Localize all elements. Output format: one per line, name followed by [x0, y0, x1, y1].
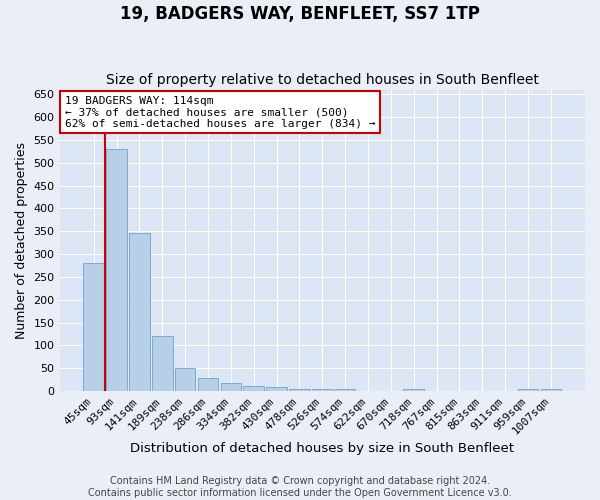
- Bar: [312, 389, 332, 391]
- Bar: [541, 389, 561, 391]
- Text: 19, BADGERS WAY, BENFLEET, SS7 1TP: 19, BADGERS WAY, BENFLEET, SS7 1TP: [120, 5, 480, 23]
- Title: Size of property relative to detached houses in South Benfleet: Size of property relative to detached ho…: [106, 73, 539, 87]
- Bar: [83, 263, 104, 391]
- Bar: [198, 378, 218, 391]
- Bar: [175, 368, 196, 391]
- Text: 19 BADGERS WAY: 114sqm
← 37% of detached houses are smaller (500)
62% of semi-de: 19 BADGERS WAY: 114sqm ← 37% of detached…: [65, 96, 375, 129]
- Y-axis label: Number of detached properties: Number of detached properties: [15, 142, 28, 339]
- Bar: [403, 389, 424, 391]
- Bar: [244, 386, 264, 391]
- Bar: [129, 234, 150, 391]
- Bar: [266, 386, 287, 391]
- Bar: [518, 389, 538, 391]
- Text: Contains HM Land Registry data © Crown copyright and database right 2024.
Contai: Contains HM Land Registry data © Crown c…: [88, 476, 512, 498]
- Bar: [106, 149, 127, 391]
- Bar: [221, 383, 241, 391]
- Bar: [152, 336, 173, 391]
- X-axis label: Distribution of detached houses by size in South Benfleet: Distribution of detached houses by size …: [130, 442, 514, 455]
- Bar: [335, 389, 355, 391]
- Bar: [289, 389, 310, 391]
